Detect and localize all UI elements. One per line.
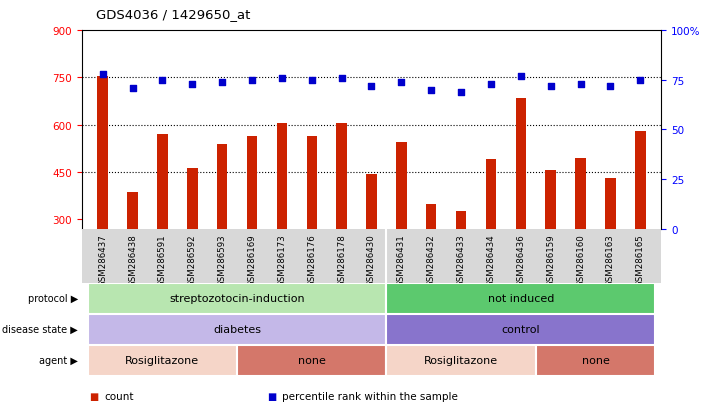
Point [97,71,108,78]
Text: GSM286593: GSM286593 [218,233,227,286]
Point [336,75,347,82]
Text: GSM286176: GSM286176 [307,233,316,286]
Text: GSM286173: GSM286173 [277,233,287,286]
Text: Rosiglitazone: Rosiglitazone [424,355,498,366]
Bar [306,136,317,314]
FancyBboxPatch shape [387,345,536,376]
FancyBboxPatch shape [87,345,237,376]
FancyBboxPatch shape [387,283,656,314]
Bar [187,169,198,314]
Text: streptozotocin-induction: streptozotocin-induction [169,293,305,304]
FancyBboxPatch shape [82,229,661,283]
Bar [396,142,407,314]
Point [486,81,497,88]
Text: protocol ▶: protocol ▶ [28,293,78,304]
Point [186,81,198,88]
Point [515,73,527,80]
Bar [97,76,108,314]
Bar [157,135,168,314]
Text: GSM286591: GSM286591 [158,233,167,286]
Text: count: count [105,391,134,401]
Point [605,83,616,90]
Point [426,87,437,94]
Text: ■: ■ [89,391,98,401]
Text: GSM286431: GSM286431 [397,233,406,286]
Text: GSM286432: GSM286432 [427,233,436,286]
Text: not induced: not induced [488,293,554,304]
Bar [277,124,287,314]
Text: control: control [501,324,540,335]
FancyBboxPatch shape [387,314,656,345]
Text: diabetes: diabetes [213,324,261,335]
Point [366,83,378,90]
FancyBboxPatch shape [536,345,656,376]
Bar [575,159,586,314]
Bar [456,212,466,314]
Text: GSM286438: GSM286438 [128,233,137,286]
Bar [605,179,616,314]
Point [456,89,467,96]
Point [127,85,138,92]
Bar [545,171,556,314]
Bar [247,136,257,314]
Text: GSM286433: GSM286433 [456,233,466,286]
Bar [336,124,347,314]
Text: disease state ▶: disease state ▶ [2,324,78,335]
Text: none: none [298,355,326,366]
Bar [486,160,496,314]
Point [545,83,557,90]
Point [396,79,407,86]
Text: GSM286434: GSM286434 [486,233,496,286]
Bar [366,174,377,314]
Text: ■: ■ [267,391,276,401]
Text: Rosiglitazone: Rosiglitazone [125,355,200,366]
Text: GSM286163: GSM286163 [606,233,615,286]
Point [156,77,168,84]
Text: percentile rank within the sample: percentile rank within the sample [282,391,458,401]
Text: GSM286159: GSM286159 [546,233,555,286]
Text: GSM286437: GSM286437 [98,233,107,286]
Point [216,79,228,86]
Bar [426,204,437,314]
Bar [217,144,228,314]
Text: GSM286436: GSM286436 [516,233,525,286]
Point [575,81,587,88]
Bar [515,99,526,314]
Text: none: none [582,355,609,366]
FancyBboxPatch shape [237,345,387,376]
Bar [127,193,138,314]
FancyBboxPatch shape [87,283,387,314]
Point [306,77,317,84]
Text: agent ▶: agent ▶ [39,355,78,366]
Text: GSM286178: GSM286178 [337,233,346,286]
Point [246,77,257,84]
Text: GSM286160: GSM286160 [576,233,585,286]
Text: GSM286165: GSM286165 [636,233,645,286]
Text: GDS4036 / 1429650_at: GDS4036 / 1429650_at [96,8,250,21]
Text: GSM286592: GSM286592 [188,233,197,286]
Point [635,77,646,84]
Bar [635,132,646,314]
FancyBboxPatch shape [87,314,387,345]
Point [276,75,287,82]
Text: GSM286430: GSM286430 [367,233,376,286]
Text: GSM286169: GSM286169 [247,233,257,286]
